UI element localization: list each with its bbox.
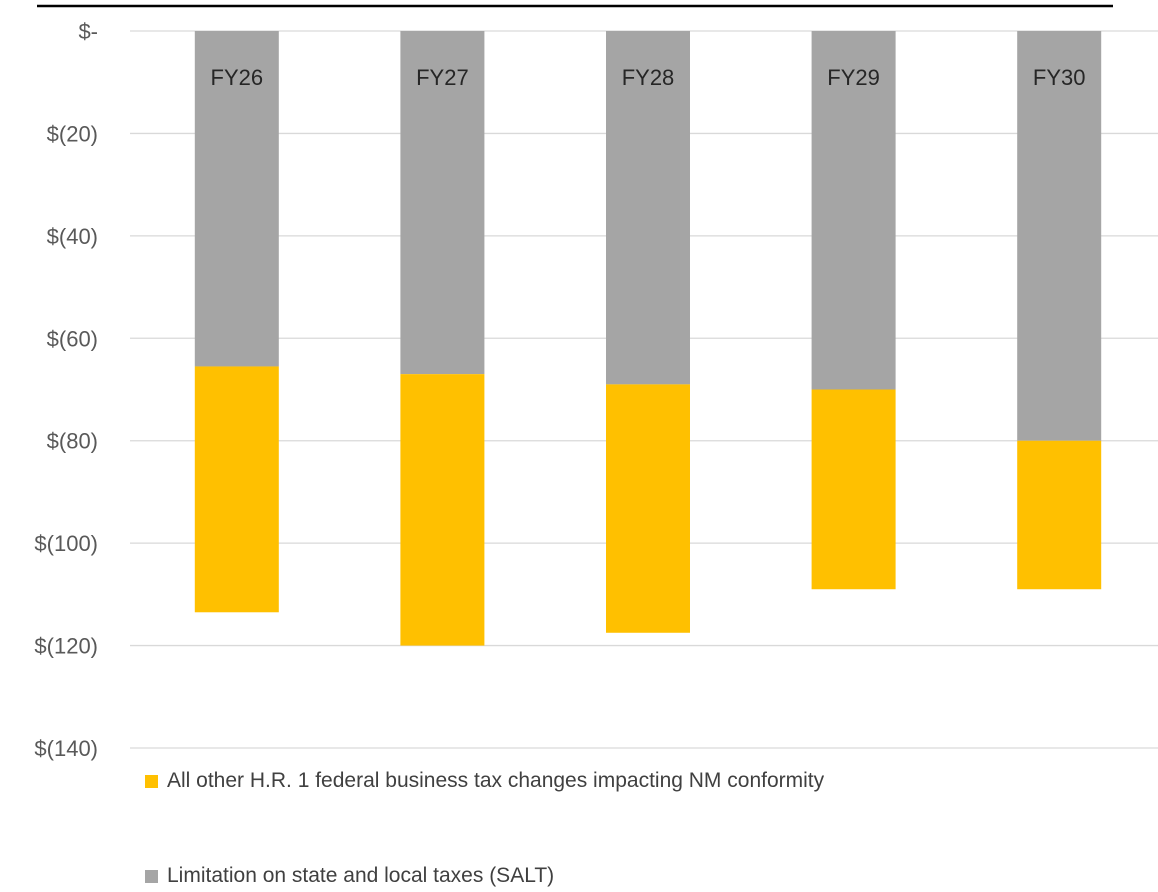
bar-salt-fy29	[811, 31, 896, 390]
bar-other-business-tax-fy27	[400, 374, 485, 646]
legend-item-other-business-tax: All other H.R. 1 federal business tax ch…	[145, 765, 865, 797]
legend-swatch-salt	[145, 870, 158, 883]
y-tick-label: $(40)	[47, 224, 98, 249]
y-axis-tick-labels: $- $(20) $(40) $(60) $(80) $(100) $(120) $(140)	[34, 19, 98, 761]
y-tick-label: $(140)	[34, 736, 98, 761]
category-label-fy28: FY28	[622, 65, 675, 90]
bar-salt-fy27	[400, 31, 485, 375]
legend-item-salt: Limitation on state and local taxes (SAL…	[145, 860, 865, 892]
category-label-fy26: FY26	[211, 65, 264, 90]
category-label-fy27: FY27	[416, 65, 469, 90]
bar-other-business-tax-fy26	[194, 366, 279, 613]
bar-salt-fy26	[194, 31, 279, 367]
bar-other-business-tax-fy30	[1017, 440, 1102, 590]
bar-other-business-tax-fy28	[606, 384, 690, 633]
y-tick-label: $(100)	[34, 531, 98, 556]
category-label-fy30: FY30	[1033, 65, 1086, 90]
bar-salt-fy30	[1017, 31, 1102, 441]
legend-label-other-business-tax: All other H.R. 1 federal business tax ch…	[167, 769, 825, 792]
y-tick-label: $(20)	[47, 121, 98, 146]
category-labels: FY26 FY27 FY28 FY29 FY30	[211, 65, 1086, 90]
y-tick-label: $-	[78, 19, 98, 44]
legend-label-salt: Limitation on state and local taxes (SAL…	[167, 864, 555, 887]
y-tick-label: $(120)	[34, 634, 98, 659]
bars	[194, 31, 1102, 646]
bar-salt-fy28	[606, 31, 690, 385]
category-label-fy29: FY29	[827, 65, 880, 90]
y-tick-label: $(60)	[47, 326, 98, 351]
y-tick-label: $(80)	[47, 429, 98, 454]
legend-swatch-other-business-tax	[145, 775, 158, 788]
bar-other-business-tax-fy29	[811, 389, 896, 590]
